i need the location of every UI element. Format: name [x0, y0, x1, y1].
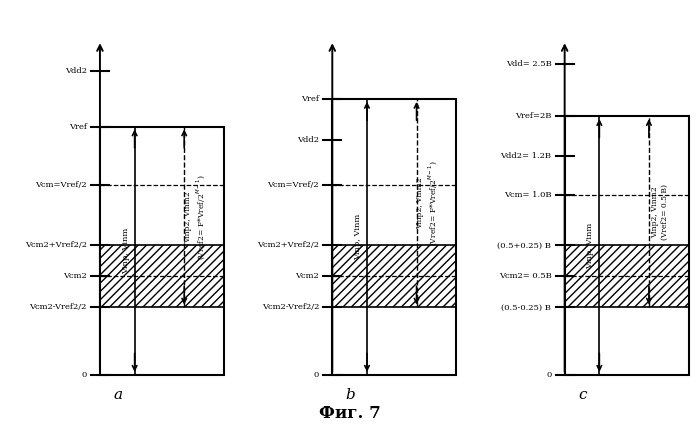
Text: Vref=2B: Vref=2B [515, 112, 552, 120]
Text: Vinp2, Vinm2
(Vref2= F*Vref/2$^{M-1}$): Vinp2, Vinm2 (Vref2= F*Vref/2$^{M-1}$) [416, 161, 439, 246]
Text: Vinp, Vinm: Vinp, Vinm [122, 227, 130, 274]
Text: Vdd2: Vdd2 [64, 67, 87, 75]
Bar [565, 245, 689, 308]
Text: Vdd2: Vdd2 [297, 136, 319, 144]
Text: Vinp, Vinm: Vinp, Vinm [587, 222, 594, 268]
Text: Vcm2-Vref2/2: Vcm2-Vref2/2 [29, 303, 87, 311]
Text: Vinp, Vinm: Vinp, Vinm [354, 214, 362, 260]
Text: c: c [578, 389, 587, 403]
Text: Vinp2, Vinm2
(Vref2= F*Vref/2$^{M-1}$): Vinp2, Vinm2 (Vref2= F*Vref/2$^{M-1}$) [184, 174, 206, 260]
Bar [100, 127, 224, 375]
Bar [332, 245, 456, 308]
Text: Vcm=Vref/2: Vcm=Vref/2 [35, 181, 87, 189]
Text: 0: 0 [546, 371, 552, 379]
Bar [332, 99, 456, 375]
Text: Vref: Vref [301, 95, 319, 103]
Text: Vdd= 2.5B: Vdd= 2.5B [505, 60, 552, 69]
Text: Vcm2+Vref2/2: Vcm2+Vref2/2 [25, 242, 87, 250]
Bar [100, 245, 224, 308]
Text: Vref: Vref [69, 123, 87, 130]
Text: 0: 0 [314, 371, 319, 379]
Text: Vcm= 1.0B: Vcm= 1.0B [504, 191, 552, 199]
Text: 0: 0 [81, 371, 87, 379]
Text: Vcm2: Vcm2 [295, 273, 319, 280]
Text: Фиг. 7: Фиг. 7 [319, 405, 381, 422]
Bar [565, 116, 689, 375]
Text: Vcm2+Vref2/2: Vcm2+Vref2/2 [257, 242, 319, 250]
Text: Vcm2-Vref2/2: Vcm2-Vref2/2 [262, 303, 319, 311]
Text: Vcm=Vref/2: Vcm=Vref/2 [267, 181, 319, 189]
Text: Vinp2, Vinm2
(Vref2= 0.5 B): Vinp2, Vinm2 (Vref2= 0.5 B) [652, 184, 668, 240]
Text: (0.5-0.25) B: (0.5-0.25) B [501, 303, 552, 311]
Text: Vcm2= 0.5B: Vcm2= 0.5B [498, 273, 552, 280]
Bar [100, 245, 224, 308]
Text: (0.5+0.25) B: (0.5+0.25) B [498, 242, 552, 250]
Bar [332, 245, 456, 308]
Text: Vdd2= 1.2B: Vdd2= 1.2B [500, 152, 552, 160]
Text: Vcm2: Vcm2 [63, 273, 87, 280]
Text: a: a [113, 389, 122, 403]
Text: b: b [345, 389, 355, 403]
Bar [565, 245, 689, 308]
